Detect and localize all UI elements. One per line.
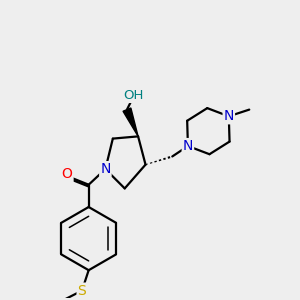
Text: N: N [224,109,234,123]
Text: N: N [183,139,193,153]
Text: S: S [78,284,86,298]
Polygon shape [123,108,138,136]
Text: OH: OH [124,89,144,102]
Text: N: N [100,162,111,176]
Text: O: O [62,167,73,181]
